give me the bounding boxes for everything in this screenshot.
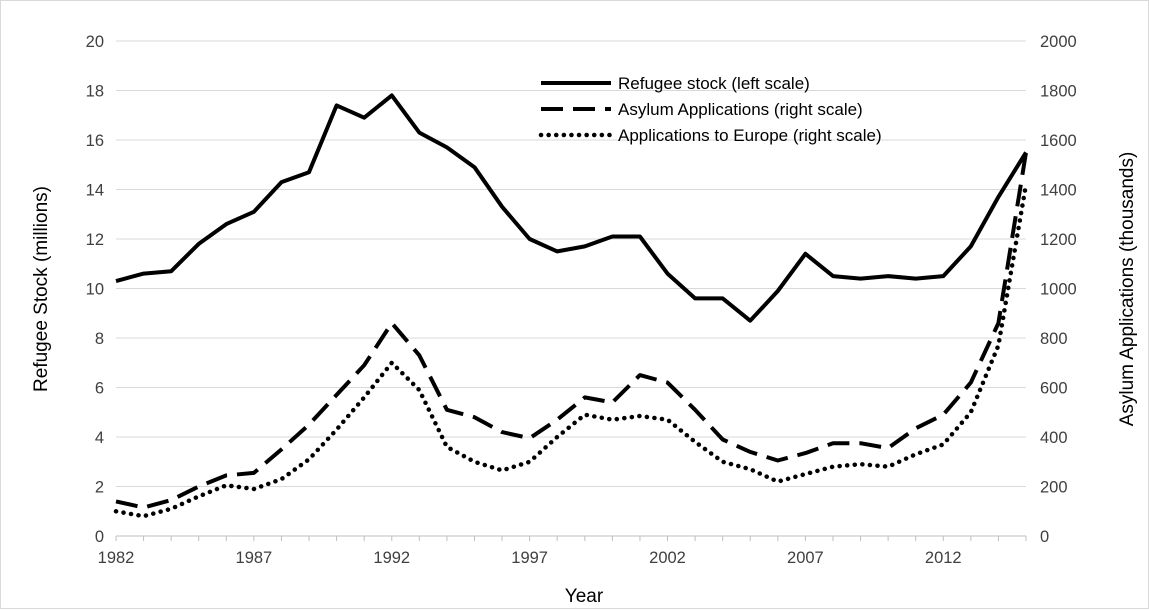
y-left-tick-label: 20	[86, 33, 104, 51]
y-left-tick-label: 14	[86, 182, 104, 200]
axes	[116, 536, 1026, 541]
series-line-3	[116, 185, 1026, 517]
y-axis-right-title: Asylum Applications (thousands)	[1117, 152, 1138, 427]
x-tick-label: 1987	[236, 549, 273, 567]
series-line-1	[116, 95, 1026, 320]
y-left-tick-label: 4	[95, 429, 104, 447]
y-left-tick-label: 0	[95, 528, 104, 546]
y-left-tick-label: 8	[95, 330, 104, 348]
x-tick-label: 2002	[649, 549, 686, 567]
gridlines	[116, 41, 1026, 487]
y-left-tick-label: 18	[86, 83, 104, 101]
y-left-tick-label: 10	[86, 281, 104, 299]
legend-label-1: Refugee stock (left scale)	[618, 74, 810, 93]
x-tick-label: 1997	[511, 549, 548, 567]
legend-label-3: Applications to Europe (right scale)	[618, 126, 882, 145]
y-left-tick-label: 16	[86, 132, 104, 150]
x-tick-label: 2012	[925, 549, 962, 567]
y-right-tick-label: 800	[1040, 330, 1068, 348]
y-right-tick-label: 2000	[1040, 33, 1077, 51]
y-left-tick-label: 12	[86, 231, 104, 249]
y-axis-left-title: Refugee Stock (millions)	[31, 186, 52, 392]
x-tick-label: 1982	[98, 549, 135, 567]
y-left-tick-label: 6	[95, 380, 104, 398]
x-tick-label: 1992	[373, 549, 410, 567]
x-axis-title: Year	[565, 586, 604, 607]
legend: Refugee stock (left scale) Asylum Applica…	[541, 74, 882, 145]
y-right-tick-label: 600	[1040, 380, 1068, 398]
y-left-tick-label: 2	[95, 479, 104, 497]
legend-label-2: Asylum Applications (right scale)	[618, 100, 863, 119]
y-right-tick-label: 0	[1040, 528, 1049, 546]
y-right-tick-label: 1400	[1040, 182, 1077, 200]
y-right-tick-label: 1800	[1040, 83, 1077, 101]
y-right-tick-label: 1200	[1040, 231, 1077, 249]
series-line-2	[116, 152, 1026, 507]
series-lines	[116, 95, 1026, 516]
y-right-tick-label: 200	[1040, 479, 1068, 497]
x-tick-label: 2007	[787, 549, 824, 567]
y-right-tick-label: 400	[1040, 429, 1068, 447]
y-right-tick-label: 1600	[1040, 132, 1077, 150]
y-right-tick-label: 1000	[1040, 281, 1077, 299]
